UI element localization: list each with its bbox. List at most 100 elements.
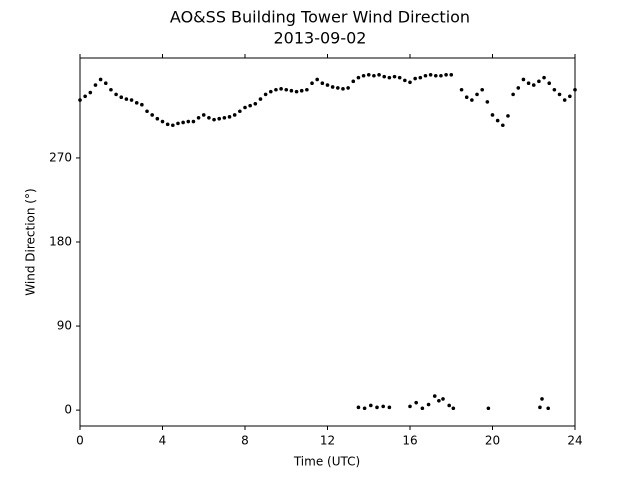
data-point [289,88,294,93]
data-point [294,89,299,94]
data-point [414,400,418,405]
data-point [375,405,379,410]
data-point [418,75,423,80]
data-point [155,116,160,121]
data-point [232,113,237,117]
data-point [207,115,211,120]
data-point [372,73,376,78]
data-point [361,73,366,78]
data-point [330,85,335,89]
data-point [428,73,433,77]
data-point [299,88,304,93]
data-point [227,115,232,119]
data-point [356,75,361,80]
data-point [336,86,340,90]
data-point [83,94,87,99]
data-point [305,87,309,92]
data-point [495,118,500,123]
data-point [486,406,491,411]
data-point [447,403,451,408]
data-point [403,78,407,83]
data-point [568,94,572,99]
x-tick-label: 12 [320,434,335,448]
chart-title: AO&SS Building Tower Wind Direction [170,8,470,27]
data-point [253,101,258,106]
data-point [516,86,521,90]
data-point [186,119,191,124]
data-point [315,77,319,82]
data-point [346,86,350,90]
data-point [263,92,268,97]
y-axis-label: Wind Direction (°) [24,188,38,295]
data-point [114,92,118,97]
x-tick-label: 8 [241,434,249,448]
y-tick-label: 180 [49,235,72,249]
data-point [129,98,134,102]
data-point [310,81,314,86]
data-point [124,97,129,101]
data-point [382,74,387,79]
data-point [526,81,531,86]
data-point [258,97,263,101]
x-axis-label: Time (UTC) [293,455,360,469]
data-point [176,121,180,126]
data-point [437,398,441,403]
data-point [451,406,456,411]
data-point [145,109,149,114]
data-point [485,100,490,104]
data-point [150,113,154,117]
data-point [279,87,283,91]
data-point [93,83,98,87]
data-point [392,74,397,79]
data-point [542,75,546,80]
y-tick-label: 90 [57,319,72,333]
data-point [557,92,562,97]
data-point [475,92,479,97]
data-point [540,397,544,401]
data-point [217,116,222,121]
data-point [381,404,385,409]
data-point [387,75,392,80]
data-point [268,89,273,94]
x-tick-label: 16 [402,434,417,448]
data-point [439,73,443,78]
data-point [134,101,139,105]
data-point [470,98,474,102]
data-point [191,119,196,124]
data-point [449,73,454,77]
data-point [222,115,227,120]
data-point [243,105,247,110]
data-point [88,90,93,95]
data-point [573,87,577,92]
data-point [426,402,431,407]
data-point [248,103,252,108]
x-tick-label: 0 [76,434,84,448]
data-point [181,120,185,125]
data-point [362,406,367,411]
x-tick-label: 20 [485,434,500,448]
data-point [356,405,361,410]
chart-subtitle: 2013-09-02 [274,29,367,48]
data-point [537,79,541,84]
y-tick-label: 0 [64,403,72,417]
data-point [464,95,469,100]
data-point [109,87,113,92]
data-point [511,92,515,97]
data-point [325,83,330,87]
data-point [366,73,371,77]
data-point [552,87,557,92]
y-tick-label: 270 [49,150,72,164]
data-point [538,405,542,410]
data-point [432,394,437,398]
data-point [433,73,438,78]
data-point [238,109,242,114]
data-point [501,123,505,128]
data-point [119,95,124,100]
data-point [506,114,510,118]
data-point [441,397,445,401]
plot-frame [79,57,576,427]
data-point [160,119,165,124]
data-point [459,87,464,92]
data-point [397,75,402,80]
data-point [103,81,108,86]
